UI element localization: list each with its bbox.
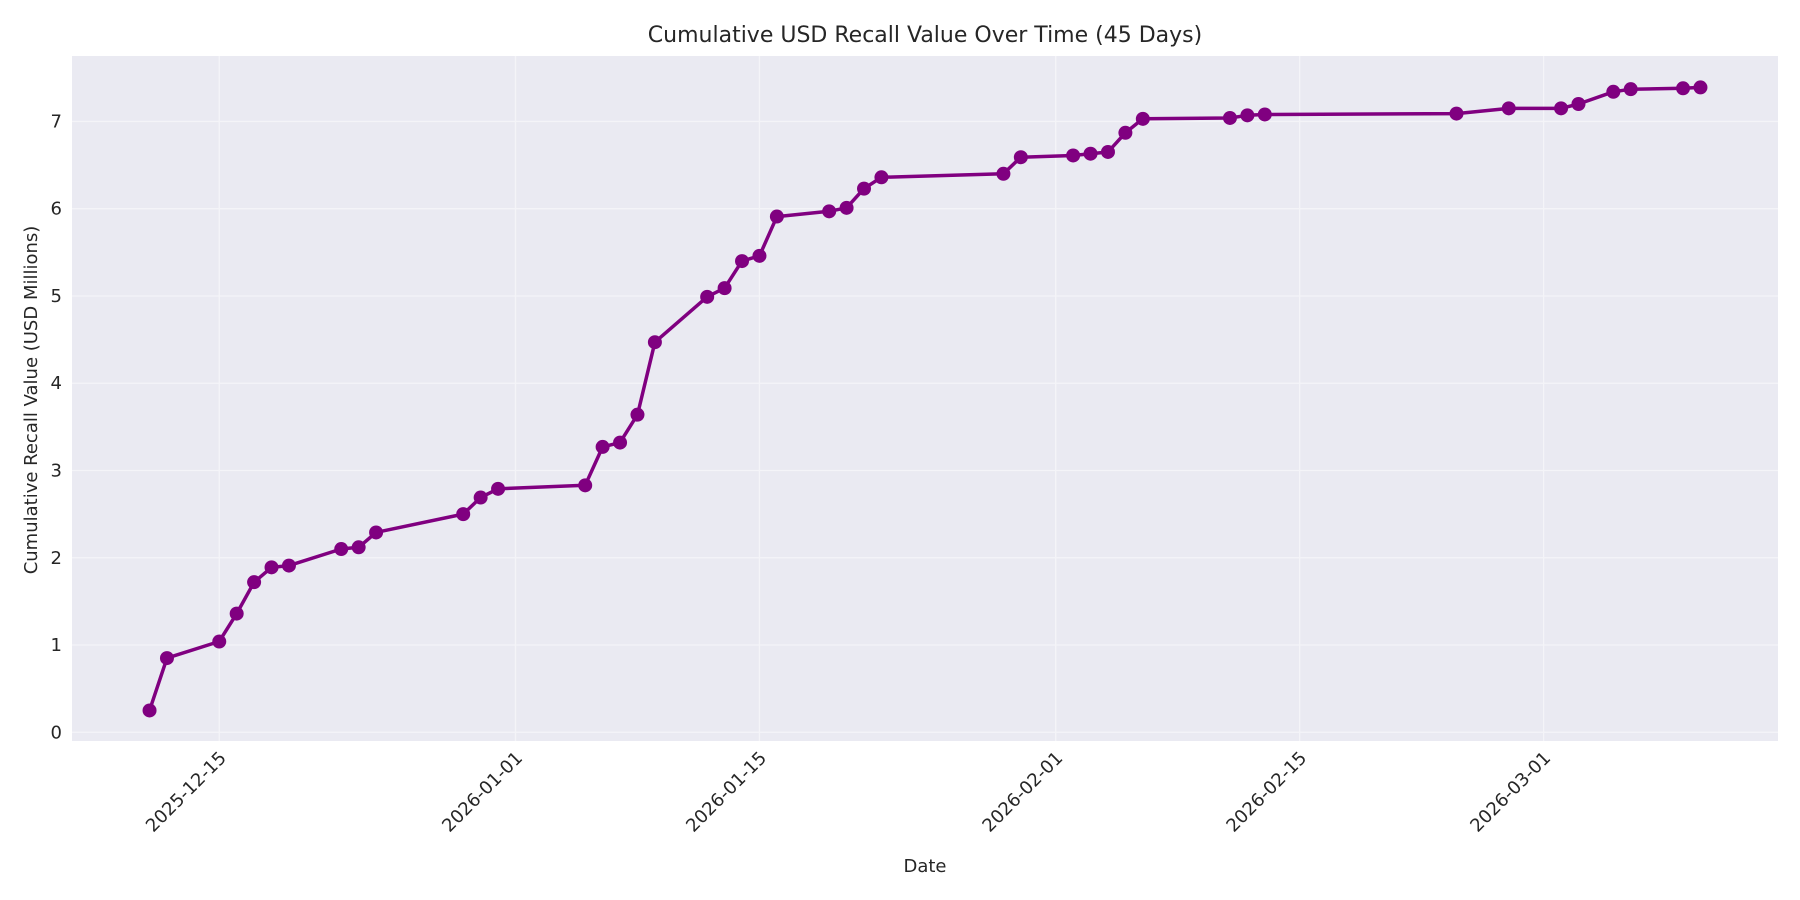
data-point-marker: 2025-12-15: 1.04 (212, 634, 227, 649)
data-point-marker: 2026-03-02: 7.15 (1554, 101, 1569, 116)
data-series: 2025-12-11: 0.25 2025-12-12: 0.85 2025-12-… (142, 80, 1708, 718)
data-point-marker: 2026-02-04: 6.65 (1100, 144, 1115, 159)
data-point-marker: 2026-02-27: 7.15 (1501, 101, 1516, 116)
x-tick-label: 2026-01-15 (682, 748, 771, 837)
data-point-marker: 2026-02-06: 7.03 (1135, 111, 1150, 126)
data-point-marker: 2026-01-14: 5.4 (735, 254, 750, 269)
y-tick-label: 7 (51, 111, 62, 132)
data-point-marker: 2025-12-31: 2.79 (491, 481, 506, 496)
data-point-marker: 2026-02-11: 7.04 (1222, 110, 1237, 125)
grid-lines (72, 56, 1778, 741)
data-point-marker: 2025-12-17: 1.72 (247, 575, 262, 590)
data-point-marker: 2026-01-15: 5.46 (752, 248, 767, 263)
chart-title: Cumulative USD Recall Value Over Time (4… (648, 23, 1202, 48)
y-axis-ticks: 0 1 2 3 4 5 6 7 (51, 111, 62, 743)
data-point-marker: 2025-12-11: 0.25 (142, 703, 157, 718)
data-point-marker: 2025-12-29: 2.5 (456, 507, 471, 522)
x-tick-label: 2025-12-15 (142, 748, 231, 837)
data-point-marker: 2026-01-29: 6.4 (996, 166, 1011, 181)
x-tick-label: 2026-02-01 (978, 748, 1067, 837)
data-point-marker: 2025-12-18: 1.89 (264, 560, 279, 575)
data-point-marker: 2026-03-03: 7.2 (1571, 96, 1586, 111)
series-markers: 2025-12-11: 0.25 2025-12-12: 0.85 2025-12-… (142, 80, 1708, 718)
data-point-marker: 2026-03-09: 7.38 (1676, 81, 1691, 96)
y-axis-label: Cumulative Recall Value (USD Millions) (21, 226, 42, 575)
data-point-marker: 2026-02-05: 6.87 (1118, 125, 1133, 140)
data-point-marker: 2026-02-02: 6.61 (1066, 148, 1081, 163)
x-tick-label: 2026-02-15 (1222, 748, 1311, 837)
data-point-marker: 2026-01-08: 3.64 (630, 407, 645, 422)
data-point-marker: 2025-12-30: 2.69 (473, 490, 488, 505)
x-axis-ticks: 2025-12-15 2026-01-01 2026-01-15 2026-02-01… (142, 748, 1555, 837)
data-point-marker: 2026-01-19: 5.97 (822, 204, 837, 219)
y-tick-label: 1 (51, 635, 62, 656)
data-point-marker: 2025-12-24: 2.29 (369, 525, 384, 540)
data-point-marker: 2026-03-06: 7.37 (1623, 82, 1638, 97)
y-tick-label: 4 (51, 373, 62, 394)
y-tick-label: 6 (51, 199, 62, 220)
x-axis-label: Date (903, 856, 946, 877)
x-tick-label: 2026-03-01 (1466, 748, 1555, 837)
data-point-marker: 2026-01-05: 2.83 (578, 478, 593, 493)
y-tick-label: 5 (51, 286, 62, 307)
y-tick-label: 2 (51, 548, 62, 569)
data-point-marker: 2026-02-13: 7.08 (1257, 107, 1272, 122)
data-point-marker: 2026-01-13: 5.09 (717, 281, 732, 296)
x-tick-label: 2026-01-01 (438, 748, 527, 837)
data-point-marker: 2026-03-05: 7.34 (1606, 84, 1621, 99)
data-point-marker: 2025-12-19: 1.91 (281, 558, 296, 573)
data-point-marker: 2025-12-16: 1.36 (229, 606, 244, 621)
data-point-marker: 2026-01-22: 6.36 (874, 170, 889, 185)
data-point-marker: 2025-12-23: 2.12 (351, 540, 366, 555)
data-point-marker: 2026-02-03: 6.63 (1083, 146, 1098, 161)
data-point-marker: 2026-01-06: 3.27 (595, 439, 610, 454)
data-point-marker: 2026-01-09: 4.47 (647, 335, 662, 350)
data-point-marker: 2026-01-12: 4.99 (700, 289, 715, 304)
data-point-marker: 2026-01-21: 6.23 (857, 181, 872, 196)
y-tick-label: 3 (51, 460, 62, 481)
data-point-marker: 2026-03-10: 7.39 (1693, 80, 1708, 95)
data-point-marker: 2026-02-12: 7.07 (1240, 108, 1255, 123)
data-point-marker: 2026-02-24: 7.09 (1449, 106, 1464, 121)
data-point-marker: 2025-12-12: 0.85 (159, 651, 174, 666)
data-point-marker: 2026-01-20: 6.01 (839, 200, 854, 215)
y-tick-label: 0 (51, 722, 62, 743)
data-point-marker: 2026-01-07: 3.32 (613, 435, 628, 450)
plot-area (72, 56, 1778, 741)
data-point-marker: 2025-12-22: 2.1 (334, 542, 349, 557)
data-point-marker: 2026-01-30: 6.59 (1013, 150, 1028, 165)
data-point-marker: 2026-01-16: 5.91 (769, 209, 784, 224)
